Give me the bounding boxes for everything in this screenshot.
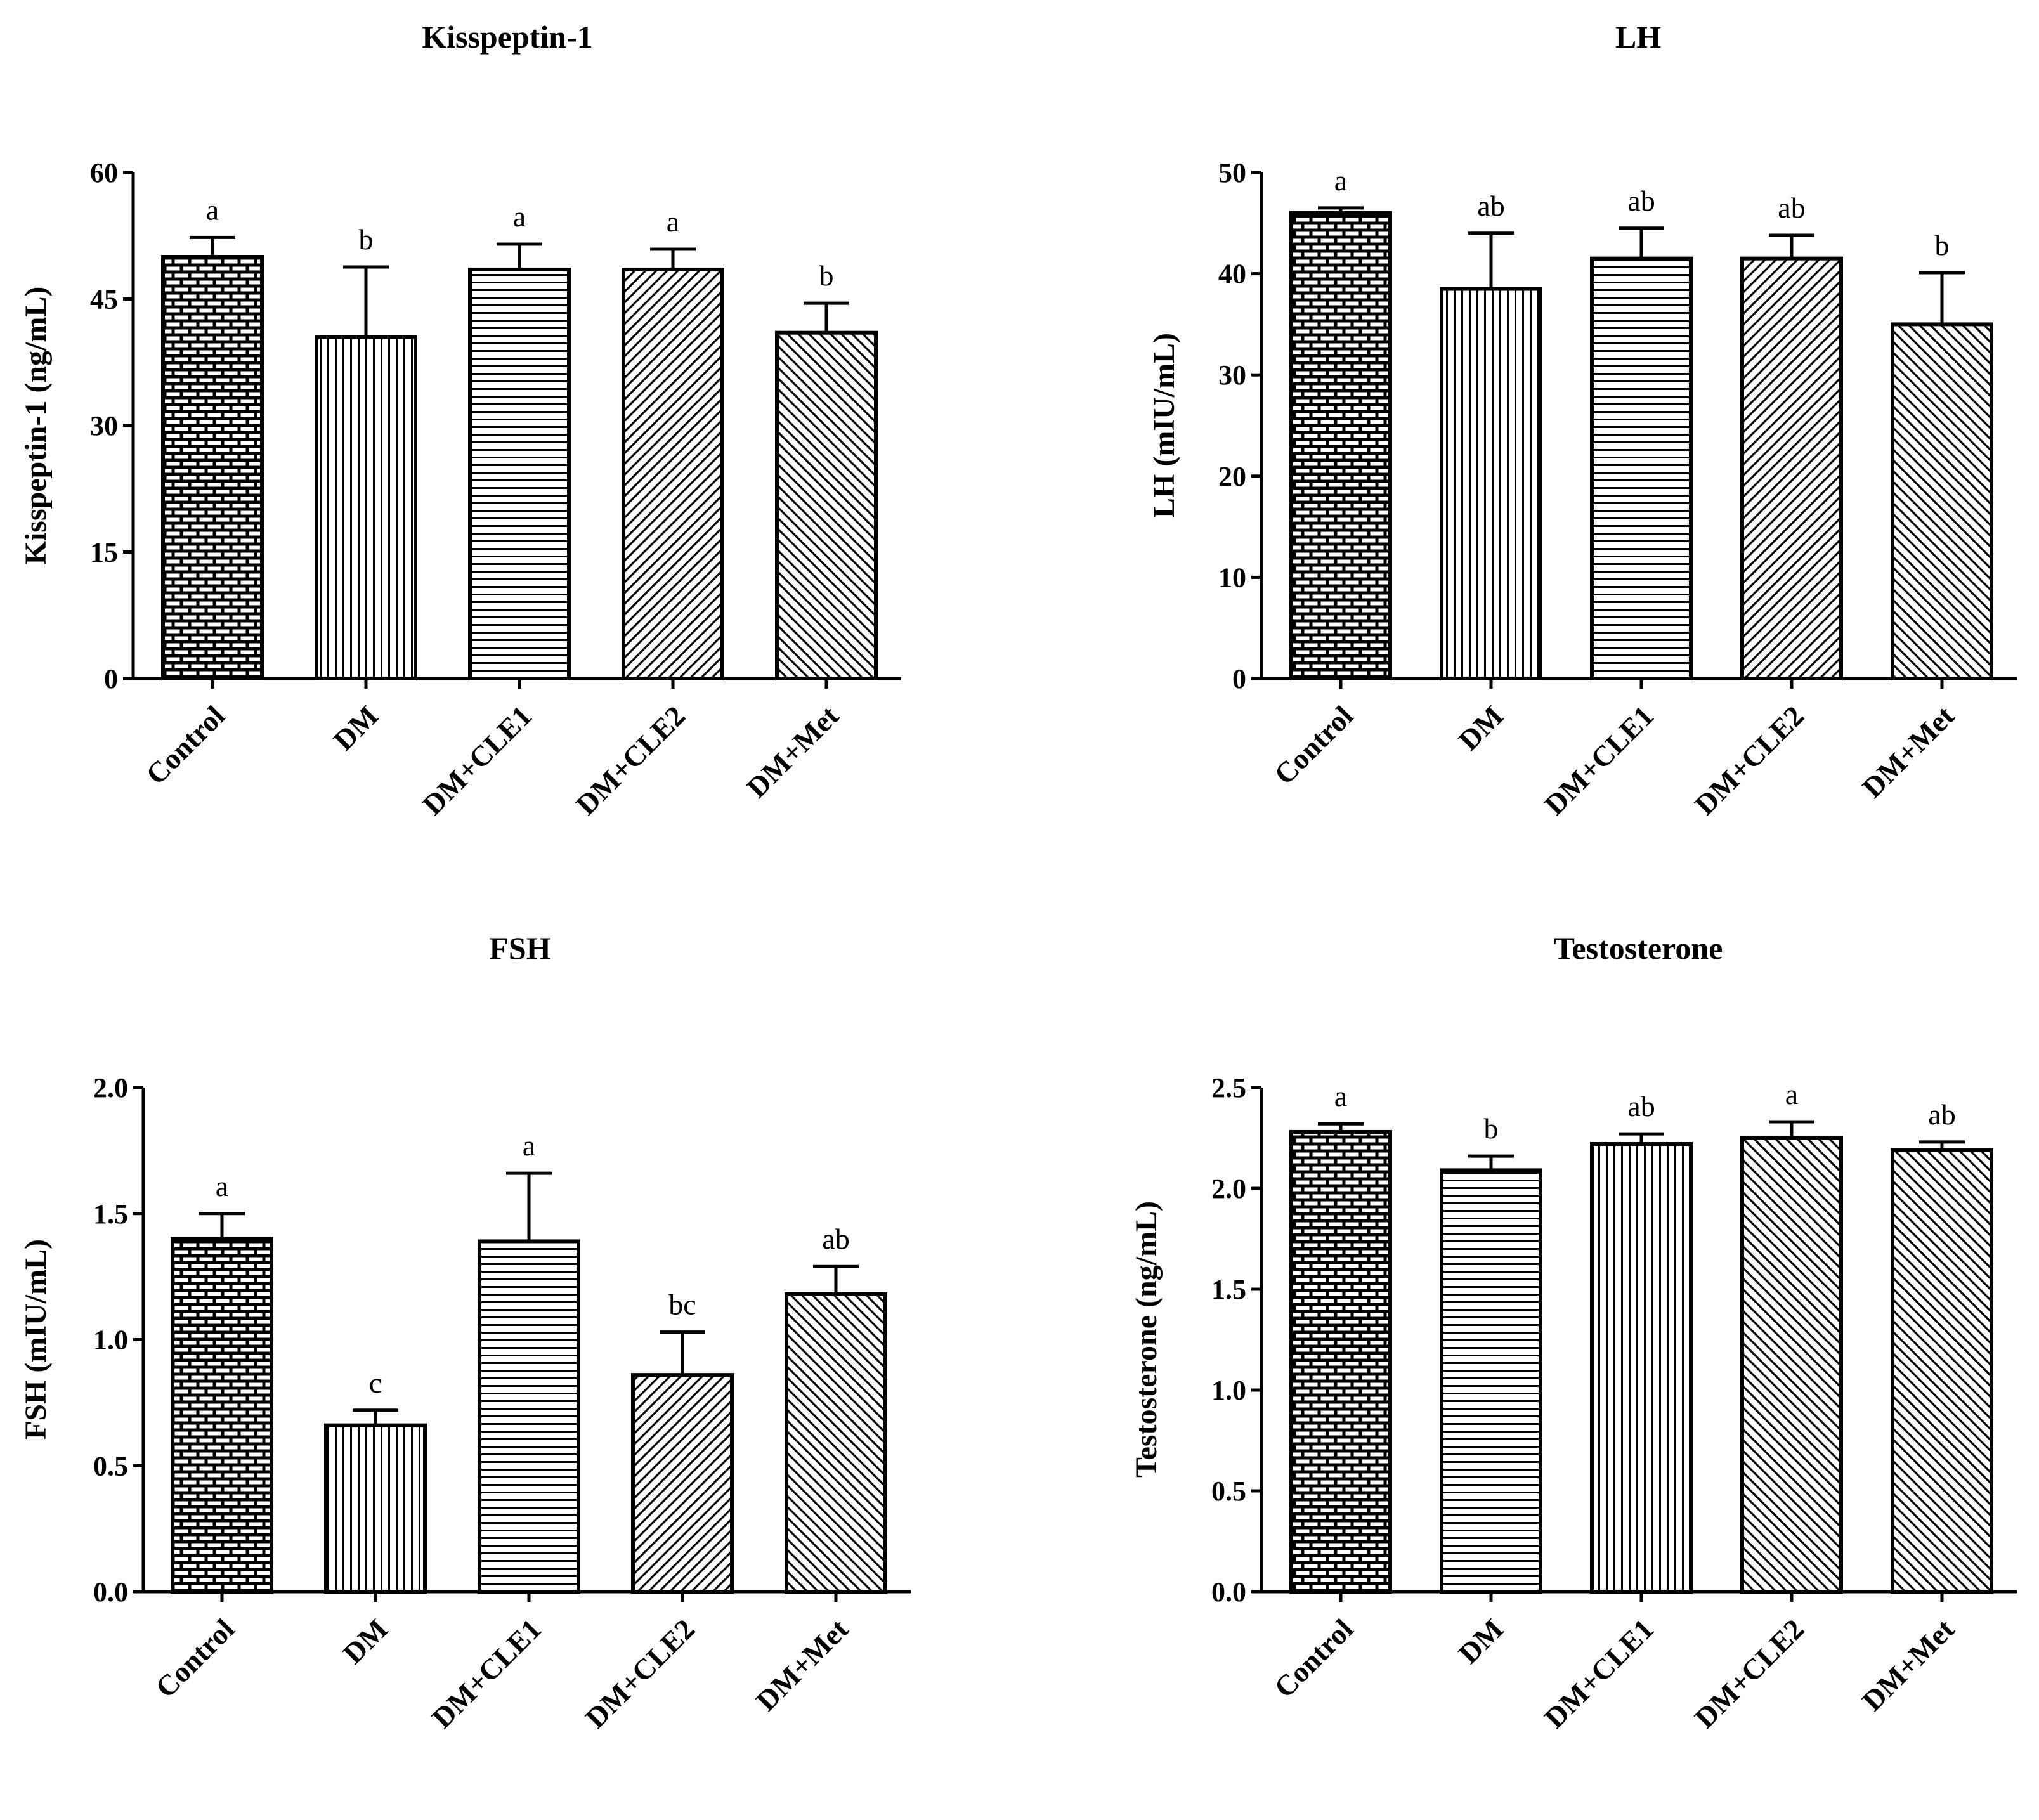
- bar-dm-cle2: [631, 1373, 734, 1594]
- bar-dm-met: [1891, 322, 1993, 680]
- significance-letter: a: [1785, 1078, 1798, 1110]
- bar-dm-cle1: [468, 267, 571, 680]
- x-tick-label: Control: [1268, 699, 1359, 791]
- bar-dm: [1440, 287, 1542, 681]
- x-tick-label: DM+CLE2: [1688, 699, 1810, 821]
- y-tick-label: 2.0: [1211, 1173, 1246, 1204]
- x-tick-label: DM+CLE1: [1538, 699, 1660, 821]
- x-tick-label: DM: [337, 1613, 394, 1670]
- bar-dm: [1440, 1168, 1542, 1594]
- x-tick-label: DM+CLE2: [570, 699, 691, 821]
- y-tick-label: 1.0: [93, 1325, 128, 1356]
- x-tick-label: DM: [1452, 1613, 1509, 1670]
- x-tick-label: DM+Met: [750, 1613, 854, 1717]
- bar-control: [171, 1237, 273, 1594]
- x-tick-label: DM+CLE2: [579, 1613, 701, 1734]
- significance-letter: b: [1484, 1112, 1499, 1145]
- bar-dm-cle2: [1740, 256, 1843, 681]
- significance-letter: ab: [1477, 190, 1504, 222]
- significance-letter: a: [667, 205, 679, 238]
- bar-control: [1289, 1129, 1392, 1594]
- significance-letter: a: [1334, 164, 1347, 197]
- x-tick-label: Control: [1268, 1613, 1359, 1704]
- chart-title: FSH: [489, 930, 550, 966]
- y-tick-label: 0.5: [93, 1450, 128, 1481]
- y-tick-label: 10: [1218, 562, 1246, 593]
- x-tick-label: Control: [149, 1613, 240, 1704]
- bar-control: [1289, 211, 1392, 680]
- y-axis-label: Testosterone (ng/mL): [1130, 1201, 1163, 1478]
- chart-title: LH: [1615, 19, 1661, 55]
- x-tick-label: DM+CLE2: [1688, 1613, 1810, 1734]
- x-tick-label: Control: [140, 699, 231, 791]
- y-tick-label: 0.0: [1211, 1576, 1246, 1608]
- y-tick-label: 2.0: [93, 1072, 128, 1103]
- x-tick-label: DM+Met: [740, 699, 845, 804]
- significance-letter: c: [369, 1367, 382, 1399]
- y-tick-label: 2.5: [1211, 1072, 1246, 1103]
- significance-letter: a: [523, 1129, 535, 1162]
- bar-dm: [324, 1423, 427, 1594]
- y-tick-label: 1.0: [1211, 1375, 1246, 1406]
- significance-letter: b: [359, 223, 374, 256]
- y-tick-label: 0: [104, 663, 118, 694]
- bar-dm-met: [785, 1292, 887, 1594]
- significance-letter: b: [1935, 229, 1950, 261]
- significance-letter: a: [1334, 1080, 1347, 1112]
- panel-fsh: FSH FSH (mIU/mL) 0.0 0.5 1.0 1.5 2.0 a c a bc ab…: [19, 930, 911, 1734]
- y-tick-label: 50: [1218, 157, 1246, 188]
- bar-dm-met: [775, 330, 878, 680]
- significance-letter: ab: [1778, 192, 1805, 224]
- x-tick-label: DM: [1452, 699, 1509, 757]
- bar-dm-cle1: [478, 1239, 580, 1594]
- y-axis-label: LH (mIU/mL): [1147, 333, 1181, 518]
- y-axis-label: Kisspeptin-1 (ng/mL): [19, 287, 53, 565]
- panel-lh: LH LH (mIU/mL) 0 10 20 30 40 50 a ab ab ab b Cont…: [1147, 19, 2017, 821]
- x-tick-label: DM+Met: [1856, 699, 1960, 804]
- significance-letter: ab: [822, 1223, 849, 1255]
- chart-title: Kisspeptin-1: [422, 19, 593, 55]
- significance-letter: a: [216, 1170, 228, 1202]
- significance-letter: a: [206, 193, 219, 226]
- y-tick-label: 0.0: [93, 1576, 128, 1608]
- x-tick-label: DM: [327, 699, 384, 757]
- y-tick-label: 1.5: [1211, 1274, 1246, 1305]
- panel-kisspeptin: Kisspeptin-1 Kisspeptin-1 (ng/mL) 0 15 30 4…: [19, 19, 901, 821]
- significance-letter: a: [513, 200, 526, 233]
- y-tick-label: 1.5: [93, 1199, 128, 1230]
- y-tick-label: 20: [1218, 461, 1246, 492]
- x-tick-label: DM+CLE1: [426, 1613, 547, 1734]
- bar-dm: [315, 335, 417, 680]
- significance-letter: ab: [1928, 1098, 1955, 1131]
- significance-letter: ab: [1627, 185, 1655, 217]
- x-tick-label: DM+CLE1: [416, 699, 538, 821]
- y-tick-label: 30: [90, 410, 118, 441]
- y-tick-label: 40: [1218, 259, 1246, 290]
- y-axis-label: FSH (mIU/mL): [19, 1239, 53, 1440]
- bar-dm-cle2: [622, 267, 724, 680]
- bar-dm-cle2: [1740, 1136, 1843, 1594]
- significance-letter: b: [819, 259, 834, 292]
- chart-title: Testosterone: [1554, 930, 1723, 966]
- bar-dm-met: [1891, 1148, 1993, 1594]
- bar-dm-cle1: [1590, 256, 1693, 681]
- y-tick-label: 0: [1232, 663, 1246, 694]
- x-tick-label: DM+CLE1: [1538, 1613, 1660, 1734]
- significance-letter: ab: [1627, 1090, 1655, 1122]
- y-tick-label: 15: [90, 537, 118, 568]
- x-tick-label: DM+Met: [1856, 1613, 1960, 1717]
- y-tick-label: 60: [90, 157, 118, 188]
- panel-testosterone: Testosterone Testosterone (ng/mL) 0.0 0.5…: [1130, 930, 2017, 1734]
- bar-dm-cle1: [1590, 1142, 1693, 1594]
- bar-control: [161, 255, 264, 680]
- y-tick-label: 0.5: [1211, 1476, 1246, 1507]
- y-tick-label: 45: [90, 284, 118, 315]
- significance-letter: bc: [668, 1289, 696, 1321]
- y-tick-label: 30: [1218, 360, 1246, 391]
